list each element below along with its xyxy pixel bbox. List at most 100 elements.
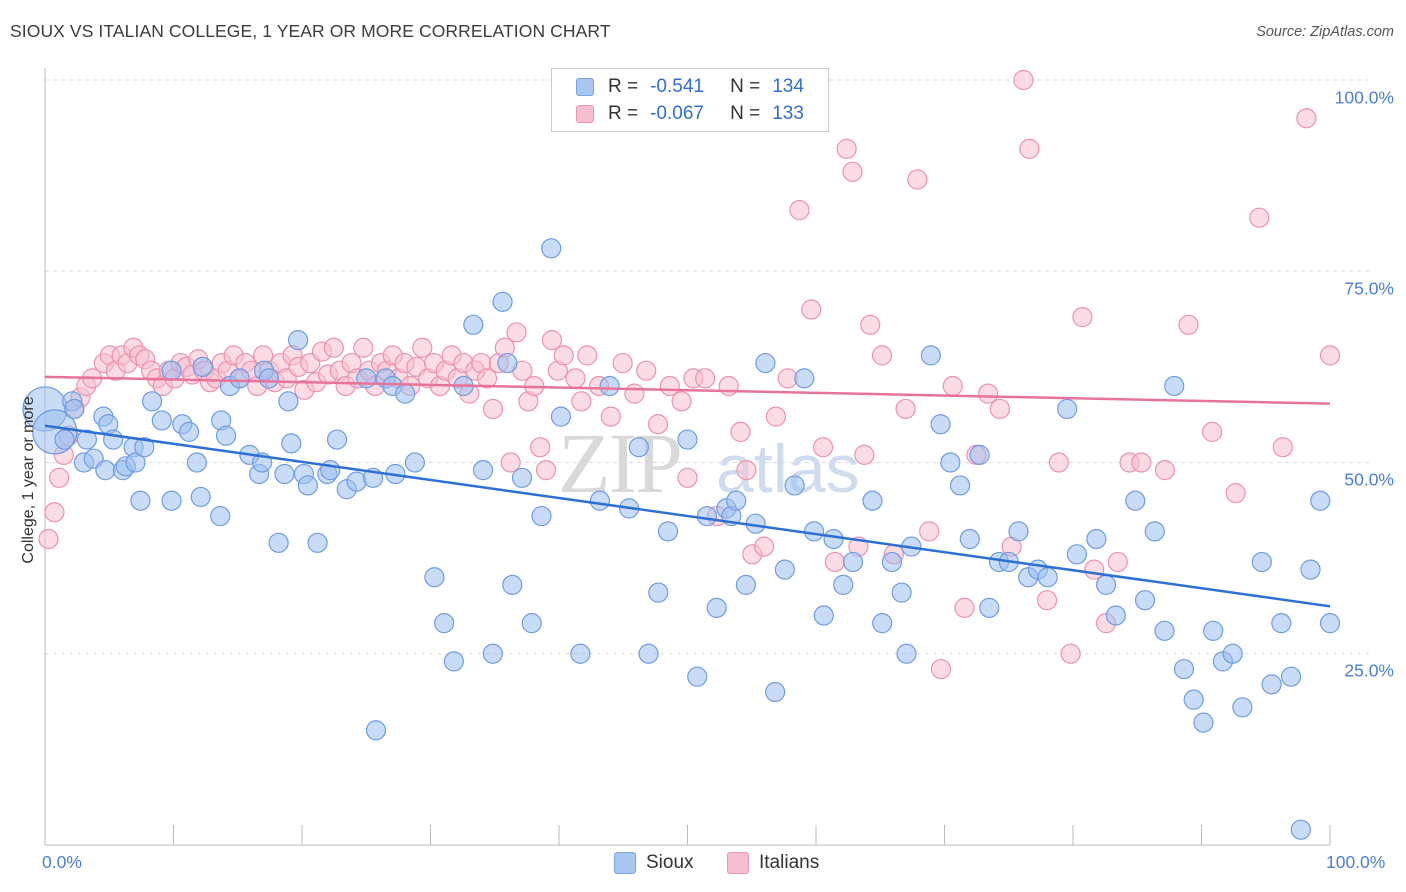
data-point — [969, 444, 990, 465]
data-point — [395, 383, 416, 404]
data-point — [274, 463, 295, 485]
data-point — [323, 337, 344, 358]
data-point — [940, 452, 961, 473]
data-point — [151, 410, 172, 431]
data-point — [190, 486, 211, 508]
data-point — [1296, 108, 1317, 129]
data-point — [687, 666, 708, 687]
data-point — [823, 528, 844, 550]
data-point — [1280, 666, 1302, 687]
data-point — [755, 352, 776, 374]
data-point — [215, 425, 237, 446]
data-point — [919, 521, 940, 542]
data-point — [647, 414, 669, 435]
data-point — [657, 521, 679, 542]
sioux-legend-swatch — [614, 852, 636, 874]
data-point — [125, 452, 146, 473]
data-point — [907, 169, 928, 190]
legend-r-value: -0.541 — [650, 76, 704, 97]
data-point — [600, 406, 621, 427]
data-point — [812, 437, 834, 458]
bottom-legend-italians[interactable]: Italians — [727, 852, 819, 874]
data-point — [949, 475, 971, 496]
data-point — [1225, 483, 1246, 504]
data-point — [476, 368, 498, 389]
data-point — [930, 414, 951, 435]
data-point — [979, 597, 1000, 618]
data-point — [628, 437, 649, 458]
data-point — [541, 330, 563, 351]
data-point — [502, 574, 523, 596]
data-point — [735, 574, 757, 596]
legend-n-label: N = — [730, 76, 761, 97]
data-point — [229, 368, 250, 389]
y-axis-label: College, 1 year or more — [20, 396, 37, 564]
data-point — [268, 532, 289, 553]
data-point — [599, 375, 620, 397]
data-point — [930, 658, 952, 680]
legend-n-value: 134 — [772, 76, 804, 97]
data-point — [954, 597, 975, 618]
data-point — [258, 368, 280, 389]
data-point — [736, 460, 757, 481]
data-point — [978, 383, 999, 404]
data-point — [718, 375, 739, 397]
data-point — [1107, 551, 1128, 573]
data-point — [1193, 712, 1214, 733]
data-point — [801, 299, 822, 320]
data-point — [1319, 613, 1341, 634]
data-point — [813, 605, 834, 626]
data-point — [754, 536, 775, 557]
data-point — [624, 383, 645, 404]
data-point — [1251, 551, 1272, 573]
x-tick-max: 100.0% — [1326, 852, 1386, 872]
data-point — [895, 398, 916, 420]
trend-lines — [44, 375, 1331, 608]
data-point — [307, 532, 328, 553]
data-point — [541, 238, 562, 259]
data-point — [492, 291, 513, 312]
data-point — [178, 421, 200, 442]
data-point — [871, 345, 893, 366]
data-point — [404, 452, 426, 473]
data-point — [1183, 689, 1204, 710]
data-point — [1105, 605, 1126, 626]
data-point — [1249, 207, 1270, 228]
data-point — [500, 452, 521, 473]
legend-r-label: R = — [608, 76, 639, 97]
data-point — [636, 360, 657, 381]
italians-trend-line — [44, 375, 1331, 405]
data-point — [730, 421, 751, 442]
data-point — [854, 444, 875, 465]
data-point — [1222, 643, 1243, 664]
data-point — [443, 651, 464, 672]
data-point — [989, 398, 1011, 420]
data-point — [161, 490, 182, 511]
data-point — [497, 352, 518, 374]
data-point — [535, 460, 557, 481]
data-point — [648, 582, 669, 603]
data-point — [860, 314, 881, 335]
data-point — [134, 437, 155, 458]
data-point — [353, 337, 374, 358]
data-point — [506, 322, 527, 343]
data-point — [186, 452, 207, 473]
data-point — [1271, 613, 1292, 634]
y-tick-100: 100.0% — [1334, 87, 1394, 108]
source-label: Source: ZipAtlas.com — [1256, 24, 1394, 40]
data-point — [862, 490, 883, 511]
sioux-legend-label: Sioux — [646, 852, 694, 873]
data-point — [589, 490, 610, 511]
data-point — [1164, 375, 1185, 397]
data-point — [824, 551, 845, 573]
data-point — [412, 337, 433, 358]
x-tick-min: 0.0% — [42, 852, 82, 872]
data-point — [553, 345, 574, 366]
data-point — [1290, 819, 1311, 840]
data-point — [842, 551, 864, 573]
data-point — [54, 429, 75, 450]
bottom-legend-sioux[interactable]: Sioux — [614, 852, 694, 874]
data-point — [695, 368, 716, 389]
data-point — [1013, 69, 1034, 91]
